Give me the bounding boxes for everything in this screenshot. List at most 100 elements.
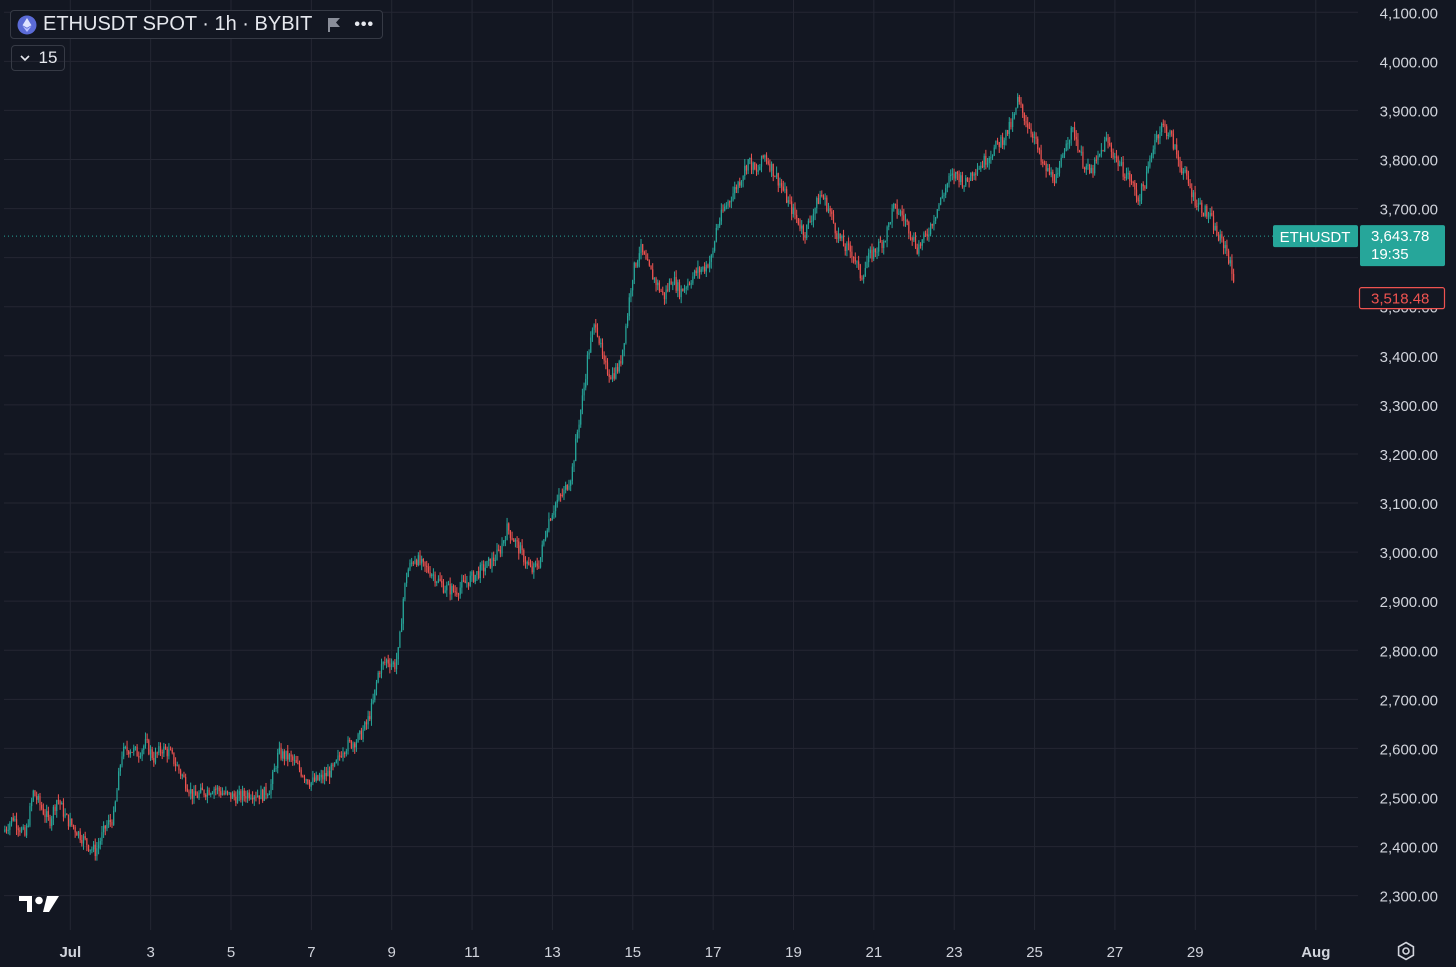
- price-tick-label: 3,000.00: [1380, 545, 1438, 562]
- candle-body: [849, 245, 851, 252]
- price-tick-label: 2,600.00: [1380, 741, 1438, 758]
- candle-body: [1073, 127, 1076, 137]
- candle-body: [432, 574, 435, 576]
- candle-body: [991, 155, 994, 158]
- candle-body: [806, 224, 808, 239]
- candle-body: [464, 580, 466, 584]
- candle-body: [842, 235, 845, 247]
- candle-body: [560, 494, 562, 496]
- candle-body: [86, 838, 88, 846]
- candle-body: [334, 762, 336, 766]
- candle-body: [51, 818, 53, 827]
- price-tick-label: 3,300.00: [1380, 398, 1438, 415]
- candle-body: [1137, 197, 1139, 202]
- candle-body: [228, 792, 230, 794]
- date-tick-label: 27: [1107, 944, 1124, 961]
- candle-body: [638, 253, 640, 261]
- candle-body: [186, 788, 188, 792]
- candle-body: [762, 155, 764, 158]
- candle-body: [390, 664, 393, 668]
- settings-gear-icon[interactable]: [1396, 941, 1416, 961]
- candle-body: [750, 157, 753, 170]
- candle-body: [583, 387, 585, 396]
- price-axis[interactable]: 2,300.00 2,400.00 2,500.00 2,600.00 2,700.00…: [1380, 5, 1438, 905]
- candle-body: [1058, 166, 1061, 174]
- candle-body: [94, 844, 96, 857]
- candle-body: [1156, 134, 1158, 141]
- candle-body: [400, 623, 403, 632]
- candle-body: [329, 770, 331, 778]
- ethereum-coin-icon: [17, 15, 37, 34]
- candle-body: [392, 662, 394, 665]
- candle-body: [645, 254, 647, 260]
- candle-body: [196, 795, 198, 798]
- candle-body: [133, 747, 135, 753]
- candle-body: [503, 540, 505, 544]
- candle-body: [970, 172, 972, 182]
- candle-body: [881, 242, 883, 249]
- candle-body: [715, 227, 717, 242]
- candle-body: [1053, 180, 1056, 184]
- candle-body: [923, 233, 925, 240]
- candle-body: [760, 155, 763, 167]
- candle-body: [241, 790, 244, 800]
- candle-body: [801, 225, 803, 229]
- candle-body: [1025, 120, 1027, 124]
- candle-body: [906, 220, 908, 222]
- candle-body: [302, 775, 304, 777]
- candle-body: [1176, 144, 1178, 155]
- candle-body: [899, 211, 902, 214]
- candle-body: [1048, 168, 1051, 175]
- candle-body: [216, 787, 219, 790]
- candle-body: [471, 571, 473, 576]
- candle-body: [792, 207, 794, 215]
- candle-body: [240, 791, 242, 800]
- candle-body: [255, 796, 257, 798]
- candle-body: [626, 315, 629, 327]
- candle-body: [359, 730, 361, 735]
- interval-selector[interactable]: 15: [11, 45, 65, 71]
- low-price-tag: 3,518.48: [1358, 287, 1446, 310]
- candle-body: [590, 337, 592, 353]
- candle-body: [888, 222, 890, 228]
- candle-body: [976, 169, 979, 174]
- candle-body: [42, 808, 44, 815]
- candle-body: [108, 820, 110, 825]
- price-tick-label: 3,900.00: [1380, 103, 1438, 120]
- candle-body: [608, 374, 610, 378]
- candle-body: [1182, 171, 1184, 174]
- time-axis[interactable]: Jul 3 5 7 9 11 13 15 17 19 21 23 25 27 29 Aug: [59, 944, 1330, 961]
- candle-body: [642, 244, 644, 252]
- candle-body: [486, 561, 488, 568]
- symbol-header[interactable]: ETHUSDT SPOT · 1h · BYBIT •••: [10, 10, 384, 39]
- candle-body: [737, 182, 739, 190]
- candle-body: [121, 756, 123, 766]
- last-price-value-box: [1360, 225, 1445, 267]
- flag-icon[interactable]: [326, 17, 342, 33]
- candle-body: [1050, 171, 1052, 175]
- candle-body: [752, 162, 754, 170]
- candle-body: [586, 354, 589, 380]
- more-dots-icon[interactable]: •••: [354, 15, 375, 33]
- candle-body: [374, 689, 376, 701]
- candle-body: [417, 555, 419, 566]
- candle-body: [978, 168, 980, 170]
- candle-body: [580, 409, 582, 425]
- candle-body: [774, 176, 776, 178]
- candle-body: [767, 161, 769, 164]
- candle-body: [523, 550, 525, 563]
- candle-body: [14, 819, 16, 821]
- candle-body: [595, 324, 597, 328]
- candle-body: [195, 791, 197, 796]
- candle-body: [1097, 155, 1099, 160]
- candle-body: [288, 754, 291, 760]
- candle-body: [111, 821, 113, 825]
- candle-body: [419, 555, 421, 564]
- candle-body: [501, 543, 503, 554]
- candle-body: [549, 519, 552, 521]
- candle-body: [971, 172, 974, 176]
- candle-body: [198, 792, 200, 798]
- candle-body: [504, 539, 506, 541]
- candle-body: [935, 217, 937, 221]
